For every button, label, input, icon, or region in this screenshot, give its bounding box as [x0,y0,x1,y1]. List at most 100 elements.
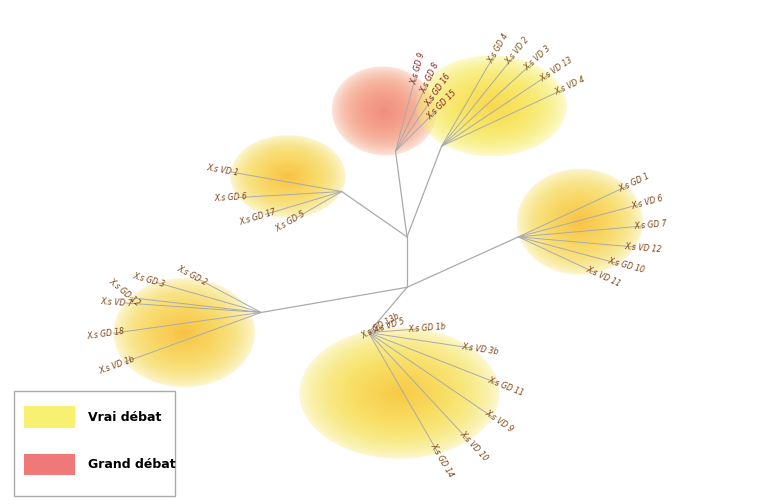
Ellipse shape [323,343,476,444]
Ellipse shape [276,168,300,184]
Ellipse shape [370,99,398,123]
Ellipse shape [517,169,643,275]
Ellipse shape [339,354,459,432]
Ellipse shape [300,328,499,459]
Ellipse shape [246,146,330,207]
Ellipse shape [379,380,419,406]
Ellipse shape [523,174,637,269]
Ellipse shape [476,96,507,116]
Ellipse shape [252,150,324,203]
Ellipse shape [482,99,502,112]
Ellipse shape [355,86,413,136]
Text: Grand débat: Grand débat [88,458,176,471]
Ellipse shape [161,314,208,351]
Ellipse shape [546,194,614,250]
Ellipse shape [517,169,643,275]
Ellipse shape [416,55,567,156]
Ellipse shape [284,174,292,179]
Ellipse shape [571,215,588,229]
Ellipse shape [395,390,404,396]
Ellipse shape [285,174,291,178]
Ellipse shape [369,373,429,413]
Ellipse shape [363,93,405,129]
Text: X.s GD 5: X.s GD 5 [274,209,307,233]
Ellipse shape [349,360,449,426]
Ellipse shape [127,289,241,376]
Ellipse shape [346,78,422,144]
Ellipse shape [536,185,624,259]
Ellipse shape [339,73,429,149]
Ellipse shape [486,102,497,109]
Text: X.s GD 1: X.s GD 1 [617,172,650,194]
Ellipse shape [432,66,551,146]
Ellipse shape [123,285,246,380]
Ellipse shape [568,211,592,232]
Ellipse shape [382,109,386,113]
Ellipse shape [382,382,416,404]
Ellipse shape [548,196,611,248]
Ellipse shape [392,389,406,398]
Ellipse shape [149,305,220,360]
FancyBboxPatch shape [14,391,175,496]
Ellipse shape [576,218,584,225]
Text: X.s GD 3: X.s GD 3 [132,272,166,289]
Text: X.s GD 1b: X.s GD 1b [408,323,446,334]
Text: X.s GD 18: X.s GD 18 [86,327,125,341]
Ellipse shape [356,365,442,421]
Ellipse shape [319,341,479,446]
Ellipse shape [422,59,561,153]
Ellipse shape [557,202,603,241]
Ellipse shape [180,329,189,336]
Ellipse shape [238,141,338,212]
Ellipse shape [528,177,632,266]
Text: X.s VD 9: X.s VD 9 [483,409,515,434]
Ellipse shape [462,86,521,126]
Ellipse shape [561,206,599,237]
Ellipse shape [429,64,554,148]
Ellipse shape [232,137,344,216]
Ellipse shape [372,375,426,411]
Ellipse shape [156,311,213,354]
Ellipse shape [170,322,198,344]
Ellipse shape [469,91,514,121]
Ellipse shape [244,145,332,208]
Ellipse shape [369,98,399,124]
Ellipse shape [434,67,549,145]
Ellipse shape [278,169,298,183]
Text: X.s GD 16: X.s GD 16 [424,72,452,108]
Ellipse shape [436,69,547,143]
Ellipse shape [333,68,435,154]
Ellipse shape [577,219,583,224]
Ellipse shape [362,369,436,417]
Ellipse shape [316,339,482,448]
Ellipse shape [263,158,313,195]
Ellipse shape [332,67,436,155]
Ellipse shape [151,307,217,358]
Ellipse shape [340,74,428,148]
Ellipse shape [574,217,586,227]
Text: X.s GD 12: X.s GD 12 [107,277,141,308]
Text: X.s VD 4: X.s VD 4 [554,75,587,97]
Ellipse shape [285,174,291,178]
Ellipse shape [545,192,615,252]
Ellipse shape [452,79,531,133]
Ellipse shape [366,96,402,125]
Ellipse shape [336,352,462,434]
Ellipse shape [137,296,231,369]
Text: X.s GD 11: X.s GD 11 [486,375,525,398]
Ellipse shape [265,160,311,193]
Ellipse shape [259,156,316,197]
Ellipse shape [382,109,386,113]
Ellipse shape [116,280,253,385]
Ellipse shape [474,94,509,117]
Ellipse shape [158,312,210,353]
Ellipse shape [343,75,425,147]
Ellipse shape [168,320,200,345]
Ellipse shape [347,80,421,142]
Ellipse shape [446,76,537,136]
Text: X.s GD 8: X.s GD 8 [419,61,441,95]
Ellipse shape [230,135,346,218]
Text: X.s GD 2: X.s GD 2 [175,264,208,287]
Ellipse shape [336,70,432,152]
Ellipse shape [247,148,329,205]
